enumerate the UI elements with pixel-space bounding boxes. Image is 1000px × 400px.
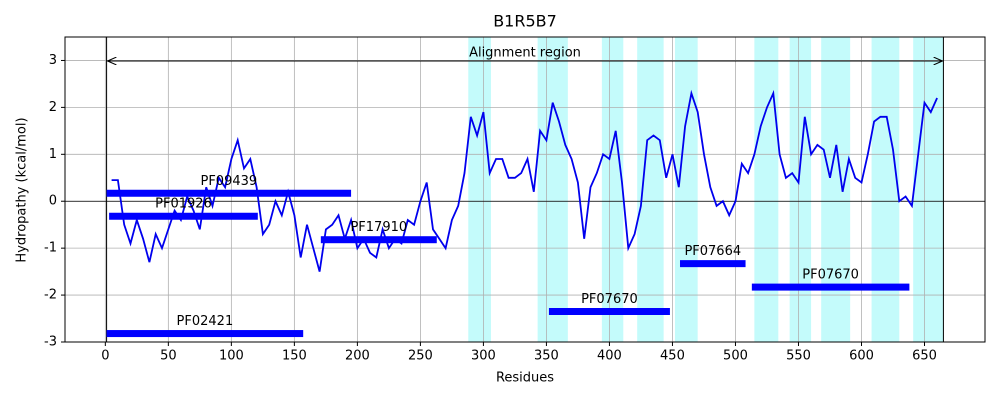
x-tick-label: 550 (786, 349, 811, 364)
x-tick-label: 50 (160, 349, 177, 364)
x-tick-label: 200 (345, 349, 370, 364)
x-tick-label: 650 (912, 349, 937, 364)
x-tick-label: 400 (597, 349, 622, 364)
domain-bar (680, 260, 746, 268)
domain-label: PF02421 (177, 314, 234, 329)
domain-label: PF09439 (200, 174, 257, 189)
y-tick-label: -1 (44, 241, 57, 256)
highlight-region (637, 37, 664, 342)
highlight-region (871, 37, 900, 342)
domain-bar (548, 308, 670, 315)
y-tick-label: -3 (44, 335, 57, 350)
plot-frame (64, 36, 986, 343)
highlight-region (821, 37, 851, 342)
y-tick-label: 1 (49, 147, 57, 162)
x-tick-label: 450 (660, 349, 685, 364)
domain-label: PF07664 (684, 244, 741, 259)
domain-label: PF07670 (581, 292, 638, 307)
hydropathy-line (111, 89, 938, 272)
x-tick-label: 100 (219, 349, 244, 364)
domain-bar (106, 189, 352, 197)
highlight-region (537, 37, 568, 342)
y-tick-label: -2 (44, 288, 57, 303)
highlight-region (913, 37, 944, 342)
highlight-region (601, 37, 624, 342)
x-tick-label: 500 (723, 349, 748, 364)
chart-title: B1R5B7 (493, 12, 557, 31)
x-tick-label: 0 (101, 349, 109, 364)
x-tick-label: 300 (471, 349, 496, 364)
x-tick-label: 250 (408, 349, 433, 364)
x-axis-label: Residues (496, 371, 554, 386)
domain-bar (320, 236, 437, 244)
x-tick-label: 350 (534, 349, 559, 364)
alignment-label: Alignment region (469, 46, 581, 61)
y-tick-label: 2 (49, 100, 57, 115)
domain-label: PF17910 (350, 220, 407, 235)
domain-bar (106, 330, 304, 338)
domain-bar (109, 212, 258, 220)
highlight-region (468, 37, 491, 342)
x-tick-label: 600 (849, 349, 874, 364)
domain-bar (751, 283, 910, 291)
domain-label: PF07670 (802, 268, 859, 283)
y-axis-label: Hydropathy (kcal/mol) (15, 117, 30, 262)
highlight-region (754, 37, 779, 342)
y-tick-label: 3 (49, 53, 57, 68)
x-tick-label: 150 (282, 349, 307, 364)
highlight-region (789, 37, 812, 342)
highlight-region (674, 37, 698, 342)
y-tick-label: 0 (49, 194, 57, 209)
domain-label: PF01926 (155, 197, 212, 212)
